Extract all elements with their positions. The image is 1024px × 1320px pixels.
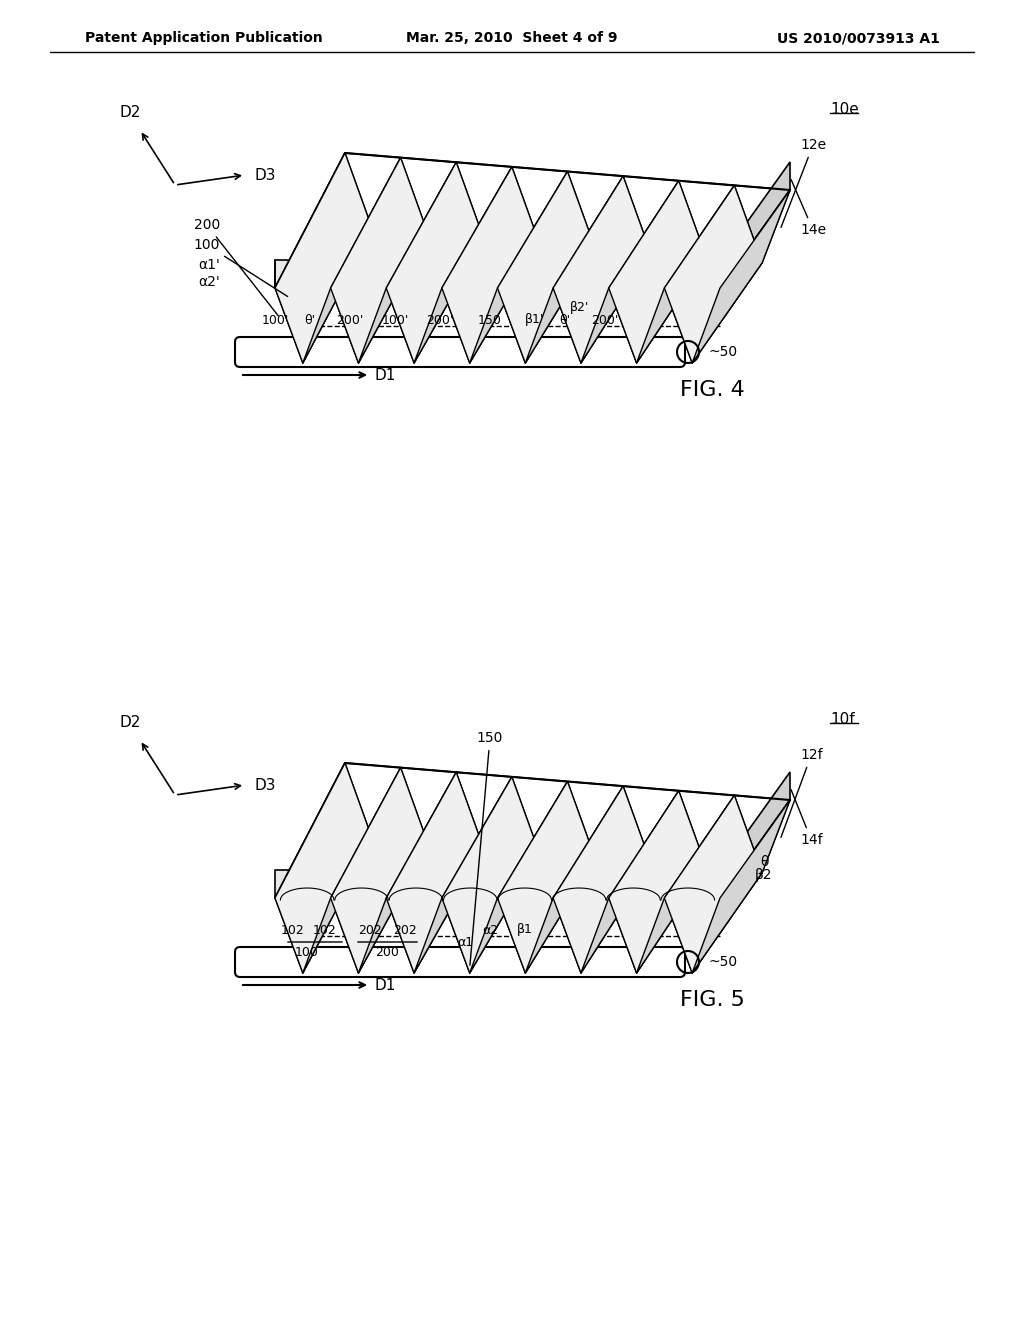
FancyBboxPatch shape <box>234 337 685 367</box>
Polygon shape <box>470 172 567 363</box>
Text: 12e: 12e <box>781 139 826 227</box>
Text: Mar. 25, 2010  Sheet 4 of 9: Mar. 25, 2010 Sheet 4 of 9 <box>407 30 617 45</box>
Text: 100: 100 <box>194 238 288 297</box>
Text: D1: D1 <box>375 367 396 383</box>
Text: α1': α1' <box>198 257 220 272</box>
Text: Patent Application Publication: Patent Application Publication <box>85 30 323 45</box>
Text: 200: 200 <box>375 946 399 960</box>
Text: β2: β2 <box>755 869 772 882</box>
Text: β2': β2' <box>570 301 590 314</box>
FancyBboxPatch shape <box>234 946 685 977</box>
Polygon shape <box>692 190 790 363</box>
Text: 100: 100 <box>295 946 318 960</box>
Text: α2': α2' <box>199 275 220 289</box>
Text: D1: D1 <box>375 978 396 993</box>
Polygon shape <box>442 777 540 973</box>
Polygon shape <box>637 796 734 973</box>
Text: 14f: 14f <box>791 789 822 847</box>
Text: 200': 200' <box>591 314 618 326</box>
Polygon shape <box>525 787 624 973</box>
Polygon shape <box>275 260 720 288</box>
Text: 150: 150 <box>470 731 503 965</box>
Text: θ: θ <box>760 855 768 869</box>
Polygon shape <box>498 172 595 363</box>
Text: 100': 100' <box>261 314 289 326</box>
Polygon shape <box>303 768 400 973</box>
Text: D2: D2 <box>120 106 140 120</box>
Text: β1: β1 <box>517 924 532 936</box>
Text: θ': θ' <box>304 314 315 326</box>
Polygon shape <box>720 162 790 288</box>
Polygon shape <box>581 791 679 973</box>
Text: FIG. 5: FIG. 5 <box>680 990 744 1010</box>
Text: 102: 102 <box>313 924 337 936</box>
Text: 10f: 10f <box>830 713 855 727</box>
Text: 200': 200' <box>336 314 364 326</box>
Text: 202: 202 <box>393 924 417 936</box>
Polygon shape <box>525 176 624 363</box>
Polygon shape <box>275 153 790 288</box>
Text: 200: 200 <box>194 218 279 315</box>
Polygon shape <box>608 791 707 973</box>
Text: 14e: 14e <box>792 180 826 238</box>
Polygon shape <box>581 181 679 363</box>
Text: 12f: 12f <box>781 748 822 837</box>
Text: α1: α1 <box>457 936 473 949</box>
Text: β1': β1' <box>525 314 545 326</box>
Text: 200': 200' <box>426 314 454 326</box>
Polygon shape <box>275 763 790 898</box>
Polygon shape <box>637 185 734 363</box>
Polygon shape <box>720 772 790 898</box>
Polygon shape <box>303 157 400 363</box>
Text: 202: 202 <box>358 924 382 936</box>
Text: α2: α2 <box>482 924 498 936</box>
Text: D3: D3 <box>255 777 276 792</box>
Polygon shape <box>275 153 373 363</box>
Polygon shape <box>414 166 512 363</box>
Text: 150: 150 <box>478 314 502 326</box>
Polygon shape <box>331 157 428 363</box>
Text: D2: D2 <box>120 715 140 730</box>
Polygon shape <box>331 768 428 973</box>
Polygon shape <box>553 176 651 363</box>
Text: D3: D3 <box>255 168 276 182</box>
Text: ~50: ~50 <box>708 345 737 359</box>
Polygon shape <box>442 166 540 363</box>
Polygon shape <box>470 781 567 973</box>
Text: ~50: ~50 <box>708 954 737 969</box>
Polygon shape <box>608 181 707 363</box>
Polygon shape <box>386 162 484 363</box>
Text: US 2010/0073913 A1: US 2010/0073913 A1 <box>777 30 940 45</box>
Polygon shape <box>358 162 457 363</box>
Text: 102: 102 <box>282 924 305 936</box>
Text: FIG. 4: FIG. 4 <box>680 380 744 400</box>
Polygon shape <box>692 800 790 973</box>
Polygon shape <box>275 763 373 973</box>
Polygon shape <box>358 772 457 973</box>
Polygon shape <box>386 772 484 973</box>
Text: 100': 100' <box>381 314 409 326</box>
Text: θ': θ' <box>559 314 570 326</box>
Polygon shape <box>414 777 512 973</box>
Polygon shape <box>498 781 595 973</box>
Polygon shape <box>665 185 762 363</box>
Polygon shape <box>275 870 720 898</box>
Text: 10e: 10e <box>830 103 859 117</box>
Polygon shape <box>665 796 762 973</box>
Polygon shape <box>553 787 651 973</box>
